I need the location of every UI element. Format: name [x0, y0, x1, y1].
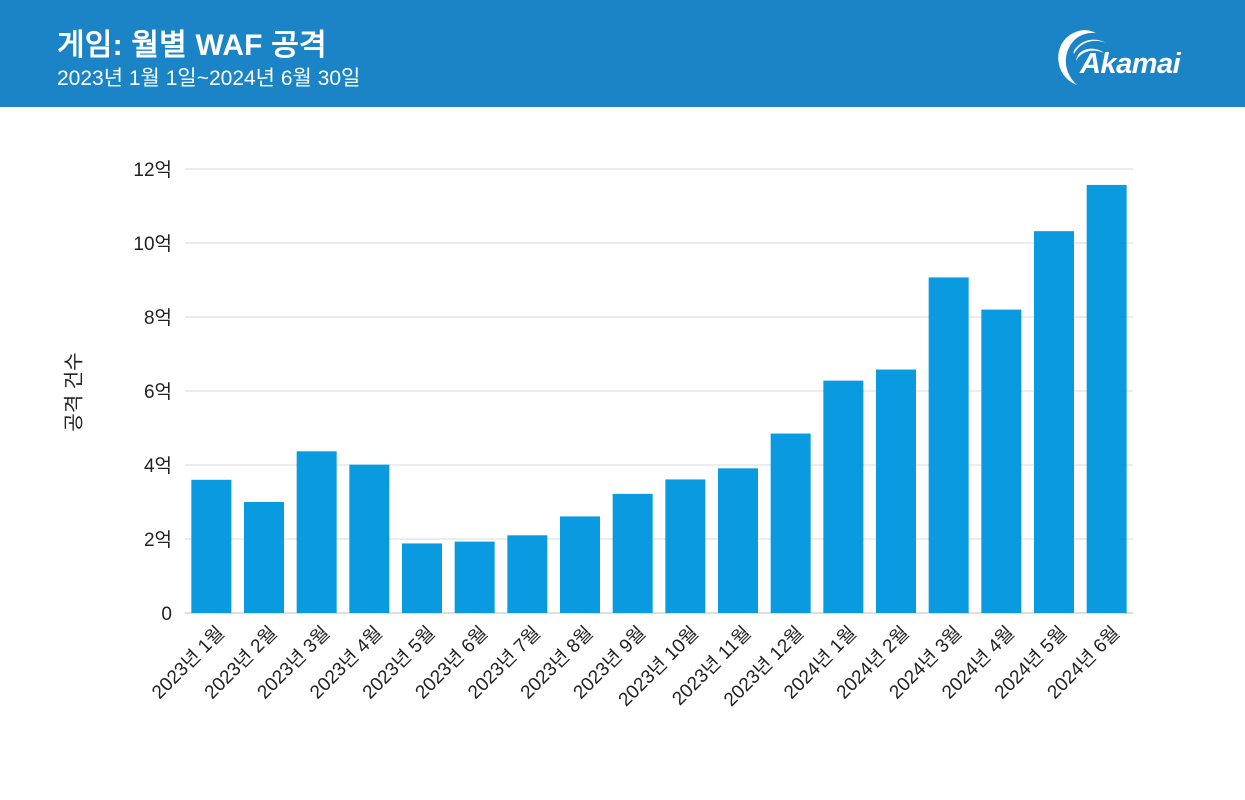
y-tick-label: 0 — [161, 604, 172, 625]
bar — [560, 516, 600, 613]
y-tick-label: 8억 — [144, 307, 172, 329]
bar — [981, 309, 1022, 613]
bar — [1086, 184, 1127, 613]
bar — [296, 451, 337, 613]
chart-title: 게임: 월별 WAF 공격 — [57, 29, 327, 62]
bar — [191, 479, 232, 613]
y-tick-label: 6억 — [144, 381, 172, 403]
bar — [454, 541, 495, 613]
bar — [244, 502, 284, 613]
bar — [718, 468, 758, 613]
bar — [1034, 231, 1074, 613]
chart-header: 게임: 월별 WAF 공격 2023년 1월 1일~2024년 6월 30일 A… — [0, 0, 1245, 107]
bar — [665, 479, 706, 613]
bar — [928, 277, 969, 613]
bar — [507, 535, 548, 613]
logo-text: Akamai — [1080, 48, 1181, 80]
bar — [876, 369, 916, 613]
bar — [402, 543, 442, 613]
y-tick-label: 10억 — [133, 233, 172, 255]
y-tick-label: 12억 — [133, 159, 172, 181]
bar — [349, 464, 390, 613]
akamai-wave-icon — [1058, 30, 1106, 85]
bar — [823, 380, 864, 613]
bar — [612, 493, 653, 613]
y-tick-label: 2억 — [144, 529, 172, 551]
bar — [770, 433, 811, 613]
akamai-logo: Akamai — [1050, 24, 1210, 90]
y-tick-label: 4억 — [144, 455, 172, 477]
chart-subtitle: 2023년 1월 1일~2024년 6월 30일 — [57, 67, 361, 90]
